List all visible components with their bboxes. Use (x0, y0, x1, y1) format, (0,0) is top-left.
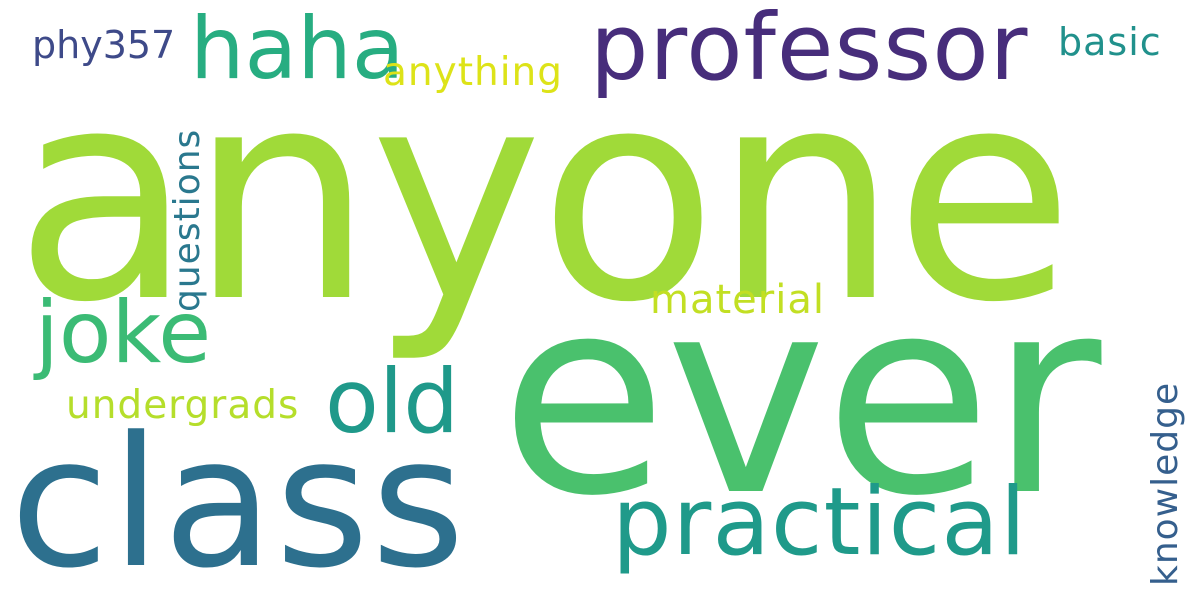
word-joke: joke (35, 283, 212, 383)
word-anything: anything (383, 50, 564, 95)
word-phy357: phy357 (32, 23, 176, 67)
word-ever: ever (500, 240, 1101, 556)
word-practical: practical (612, 468, 1027, 577)
word-questions-vertical: questions (167, 128, 208, 312)
word-old: old (325, 350, 460, 453)
word-professor: professor (590, 0, 1029, 101)
word-basic: basic (1058, 20, 1162, 64)
word-haha: haha (190, 0, 405, 99)
word-class: class (10, 399, 467, 600)
word-knowledge-vertical: knowledge (1145, 381, 1186, 586)
word-material: material (650, 277, 825, 323)
word-anyone: anyone (14, 26, 1074, 366)
word-undergrads: undergrads (66, 383, 300, 428)
